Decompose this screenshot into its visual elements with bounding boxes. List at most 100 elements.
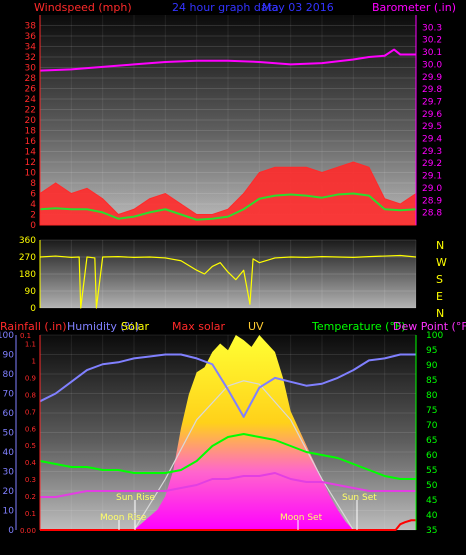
humidity-tick-label: 100 xyxy=(0,331,14,341)
wind-x-tick-label: 18 xyxy=(316,231,328,241)
direction-tick-label: 360 xyxy=(19,236,36,246)
wind-x-tick-label: 08 xyxy=(160,231,172,241)
temperature-tick-label: 95 xyxy=(426,346,437,356)
moon-set-label: Moon Set xyxy=(280,513,323,523)
windspeed-tick-label: 18 xyxy=(25,127,37,137)
humidity-axis-label: Humidity (%) xyxy=(67,320,139,333)
compass-w: W xyxy=(436,256,447,269)
climate-x-tick-label: 22 xyxy=(379,540,390,550)
windspeed-tick-label: 8 xyxy=(30,179,36,189)
uv-axis-label: UV xyxy=(248,320,264,333)
barometer-tick-label: 28.8 xyxy=(422,209,442,219)
climate-x-tick-label: Sun Rise xyxy=(115,540,154,550)
humidity-tick-label: 50 xyxy=(3,429,15,439)
uv-tick-label: 0.6 xyxy=(25,425,37,433)
humidity-tick-label: 80 xyxy=(3,370,15,380)
barometer-line xyxy=(39,48,416,72)
barometer-tick-label: 29.8 xyxy=(422,85,442,95)
windspeed-tick-label: 36 xyxy=(25,32,37,42)
uv-tick-label: 0.4 xyxy=(25,459,37,467)
windspeed-tick-label: 38 xyxy=(25,22,37,32)
uv-tick-label: 0.8 xyxy=(25,391,36,399)
windspeed-area xyxy=(39,161,417,226)
windspeed-tick-label: 20 xyxy=(25,116,37,126)
temperature-tick-label: 65 xyxy=(426,436,437,446)
wind-x-tick-label: 02 xyxy=(66,231,77,241)
windspeed-tick-label: 34 xyxy=(25,43,37,53)
dew-point-axis-label: Dew Point (°F) xyxy=(393,320,466,333)
climate-x-tick-label: 00 xyxy=(410,540,422,550)
windspeed-tick-label: 0 xyxy=(30,221,36,231)
temperature-tick-label: 90 xyxy=(426,361,438,371)
barometer-tick-label: 29.9 xyxy=(422,73,442,83)
windspeed-tick-label: 30 xyxy=(25,64,37,74)
windspeed-tick-label: 2 xyxy=(30,211,36,221)
humidity-tick-label: 40 xyxy=(3,448,15,458)
windspeed-tick-label: 4 xyxy=(30,200,36,210)
uv-tick-label: 0 xyxy=(32,527,36,535)
barometer-tick-label: 29.3 xyxy=(422,147,442,157)
climate-x-tick-label: 12 xyxy=(222,540,233,550)
humidity-tick-label: 0 xyxy=(8,526,14,536)
rainfall-tick-label: 0.1 xyxy=(20,332,31,340)
direction-tick-label: 0 xyxy=(30,304,36,314)
humidity-line xyxy=(39,353,416,418)
barometer-tick-label: 29.1 xyxy=(422,172,442,182)
humidity-tick-label: 30 xyxy=(3,468,15,478)
barometer-tick-label: 29.5 xyxy=(422,122,442,132)
climate-x-tick-label: 10 xyxy=(191,540,203,550)
temperature-tick-label: 60 xyxy=(426,451,438,461)
wind-x-tick-label: 14 xyxy=(254,231,266,241)
temperature-tick-label: 85 xyxy=(426,376,437,386)
temperature-tick-label: 100 xyxy=(426,331,443,341)
climate-x-tick-label: 14 xyxy=(254,540,266,550)
barometer-tick-label: 30.3 xyxy=(422,23,442,33)
barometer-tick-label: 30.0 xyxy=(422,60,442,70)
windspeed-tick-label: 14 xyxy=(25,148,37,158)
compass-e: E xyxy=(436,290,443,303)
temperature-tick-label: 45 xyxy=(426,496,437,506)
windspeed-tick-label: 22 xyxy=(25,106,36,116)
windspeed-tick-label: 16 xyxy=(25,137,37,147)
barometer-tick-label: 29.7 xyxy=(422,97,442,107)
chart-title: 24 hour graph data xyxy=(172,1,279,14)
direction-plot-area xyxy=(40,240,416,308)
sun-set-label: Sun Set xyxy=(342,493,377,503)
temperature-tick-label: 35 xyxy=(426,526,437,536)
wind-x-tick-label: 22 xyxy=(379,231,390,241)
uv-tick-label: 0.7 xyxy=(25,408,36,416)
solar-legend-label: Solar xyxy=(121,320,150,333)
climate-x-tick-label: 02 xyxy=(66,540,77,550)
direction-tick-label: 270 xyxy=(19,253,36,263)
humidity-tick-label: 10 xyxy=(3,507,15,517)
wind-x-tick-label: 06 xyxy=(128,231,140,241)
direction-tick-label: 180 xyxy=(19,270,36,280)
climate-x-tick-label: 04 xyxy=(97,540,109,550)
wind-x-tick-label: 10 xyxy=(191,231,203,241)
sun-rise-label: Sun Rise xyxy=(116,493,155,503)
uv-tick-label: 1 xyxy=(32,357,36,365)
max-solar-curve xyxy=(133,380,354,531)
temperature-tick-label: 75 xyxy=(426,406,437,416)
windspeed-tick-label: 6 xyxy=(30,190,36,200)
moon-rise-label: Moon Rise xyxy=(100,513,147,523)
temperature-tick-label: 55 xyxy=(426,466,437,476)
dew-point-line xyxy=(40,472,416,498)
windspeed-tick-label: 12 xyxy=(25,158,36,168)
barometer-tick-label: 29.0 xyxy=(422,184,442,194)
temperature-tick-label: 80 xyxy=(426,391,438,401)
climate-x-tick-label: 20 xyxy=(348,540,360,550)
barometer-tick-label: 29.4 xyxy=(422,135,442,145)
temperature-axis-label: Temperature (°F) xyxy=(311,320,406,333)
direction-tick-label: 90 xyxy=(25,287,37,297)
uv-tick-label: 0.2 xyxy=(25,493,36,501)
rainfall-line xyxy=(40,519,416,531)
chart-date: May 03 2016 xyxy=(262,1,334,14)
uv-tick-label: 0.9 xyxy=(25,374,36,382)
humidity-tick-label: 20 xyxy=(3,487,15,497)
climate-x-tick-label: 18 xyxy=(316,540,328,550)
wind-x-tick-label: 00 xyxy=(410,231,422,241)
humidity-tick-label: 90 xyxy=(3,351,15,361)
